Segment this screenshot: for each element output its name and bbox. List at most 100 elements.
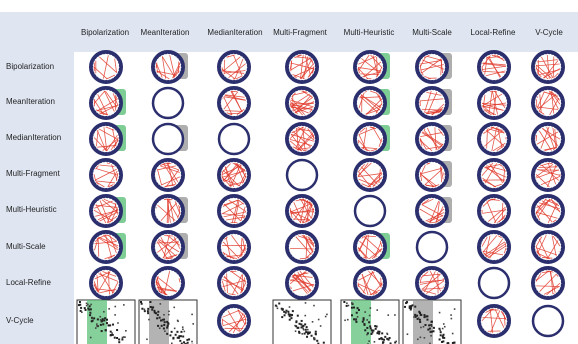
- ring-chord: [497, 218, 504, 223]
- ring-chord: [547, 203, 558, 224]
- ring-chord: [440, 166, 443, 183]
- ring-chord: [294, 273, 312, 291]
- matrix-dot: [90, 303, 92, 306]
- grid-cell: [477, 122, 511, 156]
- ring-chord: [499, 163, 503, 167]
- matrix-dot: [143, 308, 146, 311]
- ring-chord: [491, 91, 498, 115]
- ring-border: [217, 122, 251, 156]
- ring-chord: [225, 237, 231, 259]
- ring-chord: [426, 92, 442, 96]
- ring-ticks: [356, 233, 384, 261]
- ring-chord: [438, 128, 444, 136]
- ring-chord: [223, 91, 239, 110]
- matrix-dot: [388, 337, 391, 340]
- matrix-dot: [423, 337, 426, 339]
- ring-chord: [483, 252, 490, 259]
- grid-cell: [415, 266, 449, 300]
- column-label-multi-heuristic: Multi-Heuristic: [343, 28, 395, 37]
- ring-chord: [231, 199, 239, 223]
- ring-chord: [240, 244, 247, 258]
- matrix-dot: [157, 310, 160, 313]
- grid-cell: [89, 50, 123, 84]
- ring-chord: [222, 170, 246, 178]
- ring-chord: [222, 56, 241, 72]
- ring-chord: [228, 181, 244, 187]
- matrix-dot: [356, 316, 359, 318]
- grid-cell: [217, 50, 251, 84]
- matrix-dot: [118, 341, 121, 344]
- ring-chord: [362, 271, 374, 294]
- ring-chord: [370, 54, 383, 68]
- ring-chord: [360, 94, 382, 108]
- ring-chord: [289, 103, 313, 111]
- row-label-multi-fragment: Multi-Fragment: [6, 169, 60, 178]
- grid-cell: [285, 194, 319, 228]
- matrix-dot: [109, 330, 112, 333]
- row-label-multi-heuristic: Multi-Heuristic: [6, 205, 57, 214]
- matrix-dot: [442, 340, 445, 343]
- matrix-dot: [291, 314, 294, 317]
- matrix-dot: [451, 332, 454, 335]
- ring-chord: [293, 200, 309, 221]
- ring-chord: [543, 60, 559, 79]
- matrix-dot: [350, 306, 353, 309]
- ring-ticks: [92, 125, 120, 153]
- ring-chord: [289, 139, 313, 146]
- ring-ticks: [356, 269, 384, 297]
- matrix-dot: [296, 326, 299, 329]
- matrix-dot: [355, 320, 358, 323]
- ring-chord: [484, 164, 500, 169]
- ring-chord: [539, 94, 542, 113]
- matrix-dot: [370, 332, 373, 335]
- ring-chord: [305, 250, 314, 259]
- ring-chord: [482, 94, 486, 109]
- ring-chord: [552, 235, 561, 247]
- column-label-v-cycle: V-Cycle: [535, 28, 563, 37]
- ring-chord: [178, 205, 180, 208]
- ring-chord: [379, 240, 383, 248]
- ring-ticks: [418, 269, 446, 297]
- grid-cell: [89, 266, 123, 300]
- grid-cell: [151, 158, 185, 192]
- grid-cell: [531, 122, 565, 156]
- matrix-dot: [343, 301, 346, 303]
- matrix-dot: [372, 329, 375, 332]
- matrix-dot: [163, 321, 166, 324]
- ring-chord: [167, 198, 179, 218]
- matrix-dot: [386, 332, 388, 335]
- ring-border: [353, 122, 387, 156]
- matrix-frame: [272, 299, 332, 344]
- ring-chord: [420, 132, 443, 138]
- matrix-dot: [89, 311, 92, 314]
- ring-chord: [536, 199, 552, 208]
- ring-chord: [535, 272, 542, 282]
- ring-chord: [481, 66, 484, 72]
- ring-chord: [295, 198, 304, 202]
- matrix-dot: [344, 319, 346, 322]
- column-label-multi-fragment: Multi-Fragment: [273, 28, 327, 37]
- matrix-dot: [285, 309, 288, 312]
- ring-chord: [294, 76, 297, 79]
- matrix-dot: [394, 314, 396, 316]
- matrix-dot: [442, 333, 445, 336]
- matrix-dot: [368, 340, 370, 342]
- grid-cell: [89, 86, 126, 120]
- ring-chord: [94, 237, 99, 251]
- matrix-dot: [389, 342, 392, 344]
- ring-chord: [357, 141, 360, 144]
- grid-cell: [353, 194, 387, 228]
- ring-ticks: [418, 197, 446, 225]
- ring-chord: [541, 128, 561, 140]
- ring-chord: [94, 168, 117, 181]
- ring-chord: [290, 105, 309, 114]
- ring-chord: [308, 237, 315, 245]
- ring-chord: [481, 236, 488, 247]
- column-label-bipolarization: Bipolarization: [80, 28, 130, 37]
- ring-chord: [537, 168, 561, 176]
- matrix-dot: [151, 308, 154, 311]
- ring-ticks: [418, 89, 446, 117]
- ring-ticks: [220, 161, 248, 189]
- matrix-dot: [287, 310, 290, 313]
- matrix-dot: [419, 336, 422, 339]
